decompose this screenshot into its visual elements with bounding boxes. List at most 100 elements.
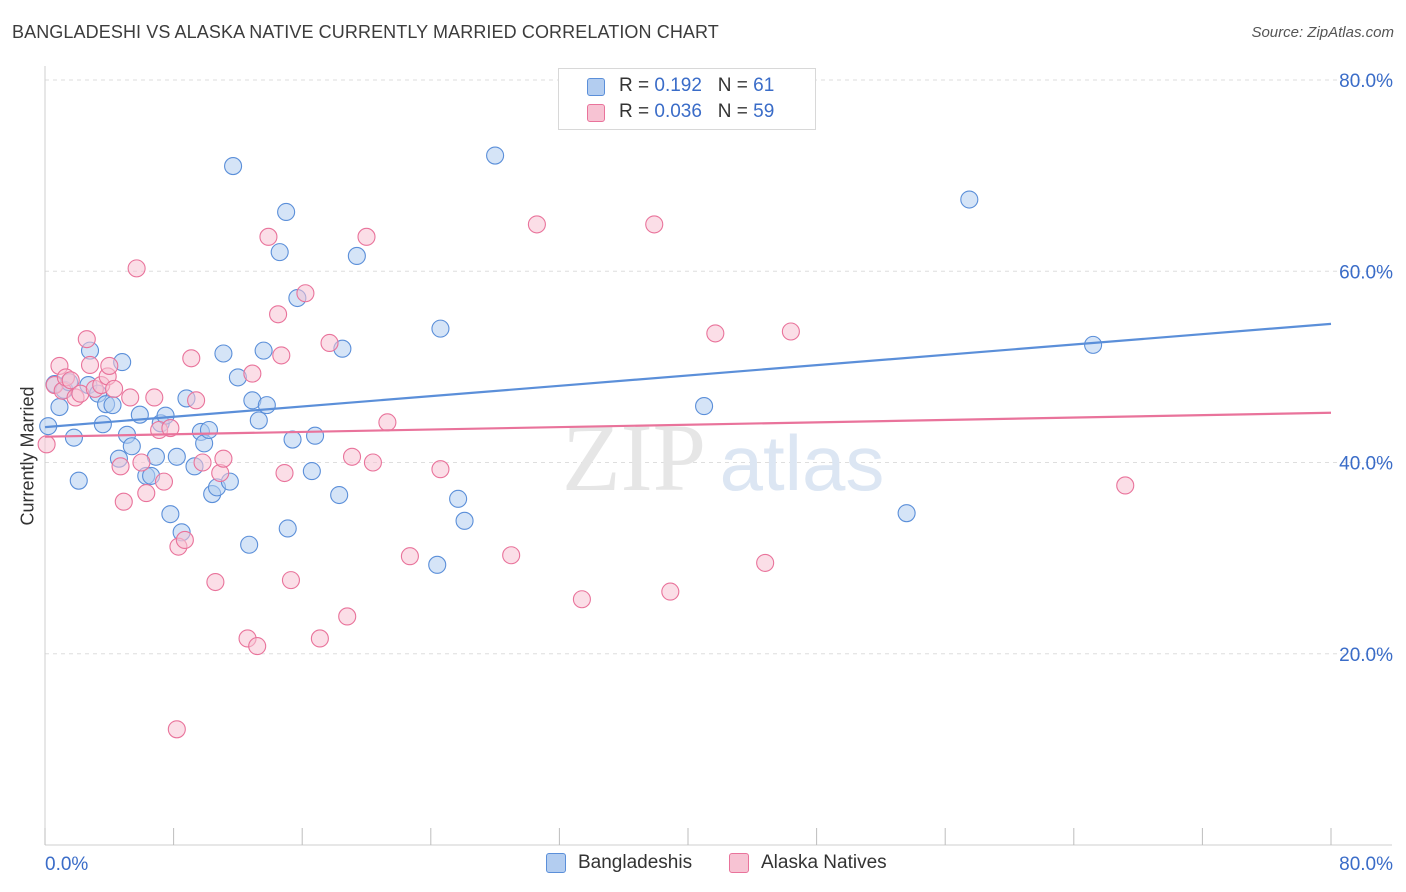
point-bangladeshis: [306, 426, 325, 445]
point-alaska-natives: [363, 453, 382, 472]
point-alaska-natives: [431, 460, 450, 479]
point-bangladeshis: [431, 319, 450, 338]
legend-swatch-alaska-natives: [587, 104, 605, 122]
legend-label: Bangladeshis: [578, 852, 693, 873]
point-bangladeshis: [1084, 335, 1103, 354]
point-alaska-natives: [706, 324, 725, 343]
r-value: 0.192: [654, 75, 702, 96]
legend-swatch-bangladeshis: [587, 78, 605, 96]
point-alaska-natives: [187, 391, 206, 410]
y-axis-label: Currently Married: [17, 386, 38, 526]
axes: [44, 66, 1392, 846]
source-credit: Source: ZipAtlas.com: [1251, 24, 1394, 41]
n-label: N =: [717, 75, 754, 96]
chart-title: BANGLADESHI VS ALASKA NATIVE CURRENTLY M…: [12, 22, 719, 42]
point-alaska-natives: [175, 530, 194, 550]
point-alaska-natives: [296, 284, 315, 303]
point-bangladeshis: [69, 471, 88, 490]
stats-legend: R = 0.192 N = 61 R = 0.036 N = 59: [558, 68, 816, 130]
point-bangladeshis: [161, 505, 180, 524]
point-alaska-natives: [1116, 476, 1135, 495]
point-bangladeshis: [486, 146, 505, 165]
point-bangladeshis: [302, 462, 321, 481]
point-alaska-natives: [269, 305, 288, 324]
point-alaska-natives: [61, 371, 80, 390]
r-value: 0.036: [654, 101, 702, 122]
point-alaska-natives: [259, 227, 278, 246]
point-alaska-natives: [37, 435, 56, 454]
n-value: 61: [753, 75, 775, 96]
y-tick-label: 60.0%: [1339, 262, 1393, 283]
point-alaska-natives: [243, 364, 262, 383]
point-bangladeshis: [93, 415, 112, 434]
point-bangladeshis: [277, 202, 296, 222]
point-alaska-natives: [182, 349, 201, 368]
point-alaska-natives: [248, 637, 267, 656]
point-alaska-natives: [661, 582, 680, 601]
trend-lines: [44, 322, 1332, 438]
point-alaska-natives: [100, 356, 119, 375]
point-bangladeshis: [449, 489, 468, 508]
point-alaska-natives: [161, 419, 180, 438]
data-points: [37, 146, 1135, 739]
point-bangladeshis: [428, 555, 447, 574]
point-alaska-natives: [105, 379, 124, 398]
point-alaska-natives: [272, 346, 291, 365]
point-alaska-natives: [572, 590, 591, 609]
point-alaska-natives: [342, 447, 362, 466]
legend-swatch-alaska-natives: [729, 853, 749, 873]
point-alaska-natives: [275, 463, 294, 483]
point-bangladeshis: [254, 341, 273, 360]
point-alaska-natives: [114, 492, 133, 511]
n-label: N =: [717, 101, 754, 122]
point-alaska-natives: [127, 259, 146, 278]
point-bangladeshis: [257, 396, 276, 415]
point-bangladeshis: [270, 243, 289, 262]
point-bangladeshis: [455, 511, 474, 530]
r-label: R =: [619, 75, 655, 96]
watermark: ZIP atlas: [562, 404, 884, 511]
point-bangladeshis: [960, 190, 979, 209]
point-alaska-natives: [137, 484, 156, 503]
point-bangladeshis: [695, 397, 714, 416]
point-alaska-natives: [645, 215, 664, 234]
watermark-zip: ZIP: [562, 404, 706, 511]
grid-lines: [45, 79, 1392, 655]
point-bangladeshis: [64, 428, 83, 447]
point-alaska-natives: [167, 720, 186, 739]
r-label: R =: [619, 101, 655, 122]
point-alaska-natives: [154, 472, 174, 491]
point-alaska-natives: [527, 215, 546, 234]
legend-label: Alaska Natives: [761, 852, 887, 873]
point-alaska-natives: [310, 629, 329, 648]
point-bangladeshis: [214, 344, 233, 363]
point-bangladeshis: [347, 246, 366, 265]
point-alaska-natives: [400, 547, 419, 566]
legend-swatch-bangladeshis: [546, 853, 566, 873]
point-alaska-natives: [756, 553, 775, 572]
point-alaska-natives: [214, 449, 233, 468]
point-alaska-natives: [357, 227, 376, 246]
n-value: 59: [753, 101, 775, 122]
point-bangladeshis: [897, 504, 916, 523]
y-tick-label: 20.0%: [1339, 645, 1393, 666]
point-bangladeshis: [199, 420, 219, 440]
point-bangladeshis: [330, 485, 349, 505]
trend-line-alaska-natives: [44, 411, 1332, 438]
point-bangladeshis: [103, 396, 122, 415]
point-alaska-natives: [320, 333, 339, 353]
point-alaska-natives: [121, 388, 140, 407]
point-bangladeshis: [249, 411, 268, 430]
point-alaska-natives: [378, 413, 397, 432]
point-alaska-natives: [338, 607, 357, 626]
point-bangladeshis: [122, 437, 141, 456]
point-bangladeshis: [240, 535, 259, 554]
point-bangladeshis: [50, 397, 69, 417]
point-alaska-natives: [132, 453, 151, 472]
point-alaska-natives: [145, 388, 164, 407]
point-alaska-natives: [80, 355, 100, 375]
y-tick-label: 40.0%: [1339, 454, 1393, 475]
trend-line-bangladeshis: [44, 322, 1332, 429]
point-alaska-natives: [281, 571, 300, 590]
watermark-atlas: atlas: [720, 419, 885, 507]
